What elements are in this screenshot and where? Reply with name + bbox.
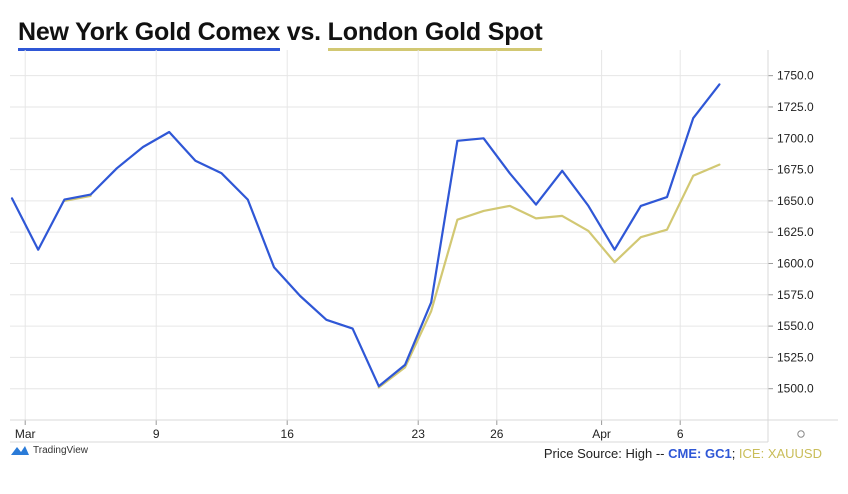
tick-labels: 1500.0 1525.0 1550.0 1575.0 1600.0 1625.0 1650… <box>15 69 814 441</box>
settings-gear-icon <box>797 430 805 438</box>
series-line-comex <box>10 83 721 388</box>
x-tick-label: Mar <box>15 427 36 441</box>
x-tick-label: 9 <box>153 427 160 441</box>
y-tick-label: 1525.0 <box>777 350 814 364</box>
axes <box>10 50 838 443</box>
tradingview-icon <box>11 446 29 455</box>
source-london: ICE: XAUUSD <box>738 446 822 461</box>
title-london: London Gold Spot <box>327 18 543 51</box>
x-tick-label: 16 <box>281 427 295 441</box>
x-tick-label: 26 <box>490 427 504 441</box>
source-prefix: Price Source: High -- <box>543 446 669 461</box>
y-tick-label: 1750.0 <box>777 69 814 83</box>
title-comex: New York Gold Comex <box>18 18 280 51</box>
tradingview-logo: TradingView <box>10 444 88 456</box>
y-tick-label: 1650.0 <box>777 194 814 208</box>
y-tick-label: 1500.0 <box>777 382 814 396</box>
grid-lines <box>10 50 768 420</box>
y-tick-label: 1675.0 <box>777 163 814 177</box>
x-tick-label: Apr <box>592 427 611 441</box>
price-source: Price Source: High -- CME: GC1; ICE: XAU… <box>544 446 822 461</box>
y-tick-label: 1550.0 <box>777 319 814 333</box>
y-tick-label: 1625.0 <box>777 225 814 239</box>
source-comex: CME: GC1 <box>668 446 732 461</box>
x-tick-label: 23 <box>412 427 426 441</box>
title-connector: vs. <box>286 18 321 46</box>
series-line-london <box>63 163 721 389</box>
source-sep: ; <box>731 446 739 461</box>
y-tick-label: 1725.0 <box>777 100 814 114</box>
x-tick-label: 6 <box>677 427 684 441</box>
y-tick-label: 1600.0 <box>777 256 814 270</box>
series-lines <box>10 83 721 389</box>
y-tick-label: 1700.0 <box>777 131 814 145</box>
chart-title: New York Gold Comex vs. London Gold Spot <box>18 18 543 51</box>
brand-label: TradingView <box>33 444 89 456</box>
y-tick-label: 1575.0 <box>777 288 814 302</box>
